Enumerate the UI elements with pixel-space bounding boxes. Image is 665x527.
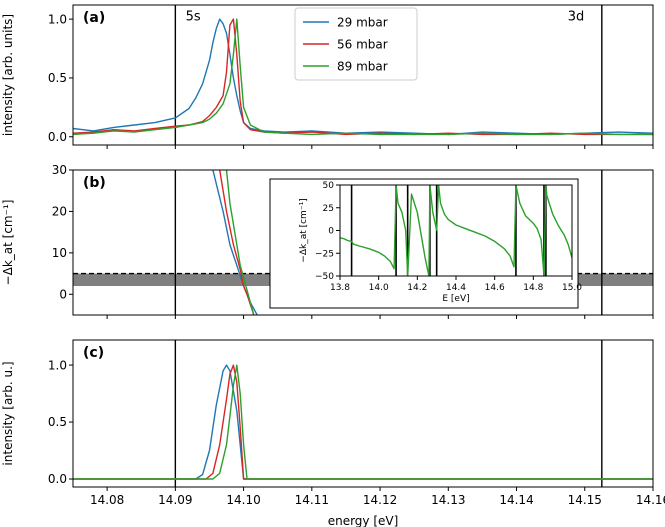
series-line-2 — [73, 18, 653, 136]
y-tick-label: 1.0 — [48, 358, 67, 372]
x-tick-label: 14.11 — [295, 493, 329, 507]
series-line-1 — [73, 364, 653, 480]
y-tick-label: −50 — [315, 272, 334, 282]
y-axis-label: −Δk_at [cm⁻¹] — [1, 200, 15, 286]
y-tick-label: 0 — [328, 227, 334, 237]
series-line-0 — [340, 185, 572, 276]
annotation-3d: 3d — [568, 9, 585, 24]
series-line-0 — [73, 364, 653, 480]
series-line-2 — [225, 170, 255, 315]
y-tick-label: 0.5 — [48, 71, 67, 85]
series-line-1 — [73, 18, 653, 136]
y-tick-label: −25 — [315, 249, 334, 259]
axes-frame — [72, 169, 654, 316]
panel-3: 0.0 0.5 1.0 14.08 14.09 14.10 14.11 14.12 14.13 1… — [1, 339, 665, 527]
legend-box — [294, 7, 418, 81]
annotation-5s: 5s — [186, 9, 201, 24]
x-tick-label: 14.16 — [636, 493, 665, 507]
y-tick-label: 30 — [52, 163, 67, 177]
x-tick-label: 14.8 — [523, 283, 543, 293]
y-tick-label: 0.0 — [48, 130, 67, 144]
x-axis-label: E [eV] — [442, 294, 469, 304]
x-tick-label: 14.6 — [485, 283, 505, 293]
y-tick-label: 10 — [52, 246, 67, 260]
x-tick-label: 14.4 — [446, 283, 466, 293]
legend-entry: 89 mbar — [337, 60, 388, 74]
y-tick-label: 25 — [323, 204, 334, 214]
legend-entry: 29 mbar — [337, 16, 388, 30]
x-tick-label: 14.13 — [431, 493, 465, 507]
x-tick-label: 15.0 — [562, 283, 582, 293]
panel-0: 0.0 0.5 1.0 (a) intensity [arb. units] 5s 3d — [1, 4, 654, 149]
y-axis-label: intensity [arb. units] — [1, 14, 15, 136]
x-tick-label: 13.8 — [330, 283, 350, 293]
inset-background — [269, 178, 579, 309]
y-axis-label: −Δk_at [cm⁻¹] — [299, 198, 309, 262]
y-tick-label: 0.5 — [48, 415, 67, 429]
x-tick-label: 14.0 — [369, 283, 389, 293]
series-line-2 — [73, 364, 653, 480]
y-axis-label: intensity [arb. u.] — [1, 361, 15, 465]
x-tick-label: 14.10 — [226, 493, 260, 507]
series-line-1 — [219, 170, 255, 315]
x-tick-label: 14.14 — [499, 493, 533, 507]
legend: 29 mbar 56 mbar 89 mbar — [294, 7, 418, 81]
panel-2: −50 −25 0 25 50 13.8 14.0 14.2 14.4 14.6 14.8 15.0 −… — [299, 181, 582, 304]
legend-entry: 56 mbar — [337, 38, 388, 52]
axes-frame — [72, 339, 654, 488]
series-line-0 — [212, 170, 258, 315]
x-tick-label: 14.12 — [363, 493, 397, 507]
x-tick-label: 14.2 — [407, 283, 427, 293]
x-tick-label: 14.09 — [158, 493, 192, 507]
panel-label: (a) — [83, 10, 105, 26]
x-axis-label: energy [eV] — [328, 514, 399, 527]
axes-frame — [72, 4, 654, 146]
x-tick-label: 14.15 — [568, 493, 602, 507]
x-tick-label: 14.08 — [90, 493, 124, 507]
y-tick-label: 0 — [59, 287, 67, 301]
y-tick-label: 0.0 — [48, 472, 67, 486]
panel-label: (c) — [83, 345, 104, 361]
y-tick-label: 1.0 — [48, 12, 67, 26]
panel-label: (b) — [83, 175, 106, 191]
y-tick-label: 20 — [52, 205, 67, 219]
y-tick-label: 50 — [323, 181, 335, 191]
